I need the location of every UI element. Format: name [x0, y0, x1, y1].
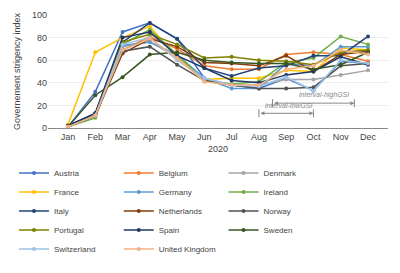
svg-text:Sep: Sep	[278, 132, 294, 142]
svg-text:80: 80	[37, 33, 47, 43]
svg-text:Italy: Italy	[54, 207, 69, 216]
svg-text:Jun: Jun	[197, 132, 212, 142]
svg-text:Netherlands: Netherlands	[159, 207, 202, 216]
svg-text:Mar: Mar	[115, 132, 131, 142]
svg-text:Oct: Oct	[306, 132, 321, 142]
svg-text:France: France	[54, 188, 79, 197]
svg-text:Spain: Spain	[159, 226, 179, 235]
svg-text:20: 20	[37, 101, 47, 111]
svg-text:60: 60	[37, 55, 47, 65]
svg-text:Switzerland: Switzerland	[54, 245, 95, 254]
svg-text:Aug: Aug	[251, 132, 267, 142]
svg-text:Belgium: Belgium	[159, 169, 188, 178]
svg-text:Portugal: Portugal	[54, 226, 84, 235]
svg-text:Austria: Austria	[54, 169, 79, 178]
svg-text:Jul: Jul	[226, 132, 238, 142]
svg-text:2020: 2020	[208, 144, 228, 154]
svg-text:40: 40	[37, 78, 47, 88]
svg-text:0: 0	[42, 123, 47, 133]
svg-text:Jan: Jan	[61, 132, 76, 142]
svg-text:Germany: Germany	[159, 188, 192, 197]
svg-text:Apr: Apr	[143, 132, 157, 142]
svg-text:interval-lowGSI: interval-lowGSI	[265, 102, 313, 109]
svg-text:interval-highGSI: interval-highGSI	[299, 91, 349, 99]
svg-text:United Kingdom: United Kingdom	[159, 245, 216, 254]
svg-text:Governement strigency index: Governement strigency index	[12, 12, 22, 130]
svg-text:Nov: Nov	[333, 132, 350, 142]
svg-text:Norway: Norway	[264, 207, 291, 216]
svg-text:Denmark: Denmark	[264, 169, 297, 178]
svg-text:May: May	[169, 132, 187, 142]
svg-text:Ireland: Ireland	[264, 188, 288, 197]
svg-text:Feb: Feb	[88, 132, 104, 142]
svg-text:Sweden: Sweden	[264, 226, 293, 235]
svg-text:Dec: Dec	[360, 132, 377, 142]
svg-text:100: 100	[32, 10, 47, 20]
